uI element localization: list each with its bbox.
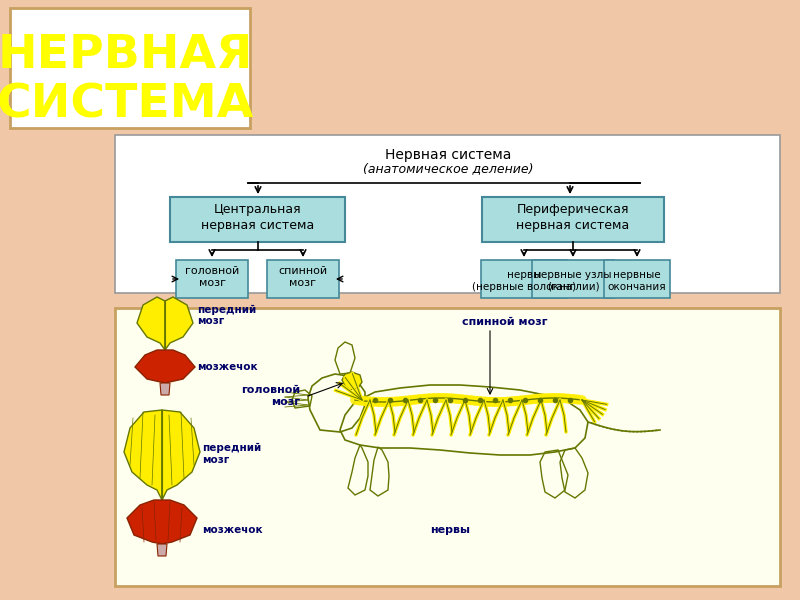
Polygon shape	[160, 383, 170, 395]
Text: мозг: мозг	[271, 397, 300, 407]
Polygon shape	[124, 410, 162, 500]
FancyBboxPatch shape	[267, 260, 339, 298]
Text: нервы
(нервные волокна): нервы (нервные волокна)	[472, 270, 576, 292]
FancyBboxPatch shape	[170, 197, 345, 242]
Text: НЕРВНАЯ: НЕРВНАЯ	[0, 32, 253, 77]
Text: мозжечок: мозжечок	[197, 362, 258, 372]
Polygon shape	[162, 410, 200, 500]
Text: Периферическая
нервная система: Периферическая нервная система	[516, 203, 630, 232]
FancyBboxPatch shape	[115, 308, 780, 586]
Polygon shape	[135, 350, 195, 383]
Text: СИСТЕМА: СИСТЕМА	[0, 82, 254, 127]
Text: передний: передний	[202, 443, 262, 453]
Polygon shape	[157, 544, 167, 556]
Text: спинной
мозг: спинной мозг	[278, 266, 327, 288]
Text: мозг: мозг	[197, 316, 224, 326]
FancyBboxPatch shape	[481, 260, 567, 298]
FancyBboxPatch shape	[604, 260, 670, 298]
Text: Центральная
нервная система: Центральная нервная система	[201, 203, 314, 232]
Text: головной
мозг: головной мозг	[185, 266, 239, 288]
Text: мозг: мозг	[202, 455, 230, 465]
Polygon shape	[165, 297, 193, 350]
FancyBboxPatch shape	[532, 260, 614, 298]
FancyBboxPatch shape	[10, 8, 250, 128]
Polygon shape	[137, 297, 165, 350]
Polygon shape	[342, 372, 362, 390]
FancyBboxPatch shape	[176, 260, 248, 298]
Polygon shape	[127, 500, 197, 544]
Text: передний: передний	[197, 305, 256, 315]
Text: нервные
окончания: нервные окончания	[608, 270, 666, 292]
Text: мозжечок: мозжечок	[202, 525, 262, 535]
Text: нервные узлы
(ганглии): нервные узлы (ганглии)	[534, 270, 612, 292]
Text: (анатомическое деление): (анатомическое деление)	[362, 162, 534, 175]
Text: нервы: нервы	[430, 525, 470, 535]
FancyBboxPatch shape	[482, 197, 664, 242]
Text: головной: головной	[241, 385, 300, 395]
Text: спинной мозг: спинной мозг	[462, 317, 548, 327]
FancyBboxPatch shape	[115, 135, 780, 293]
Text: Нервная система: Нервная система	[385, 148, 511, 162]
